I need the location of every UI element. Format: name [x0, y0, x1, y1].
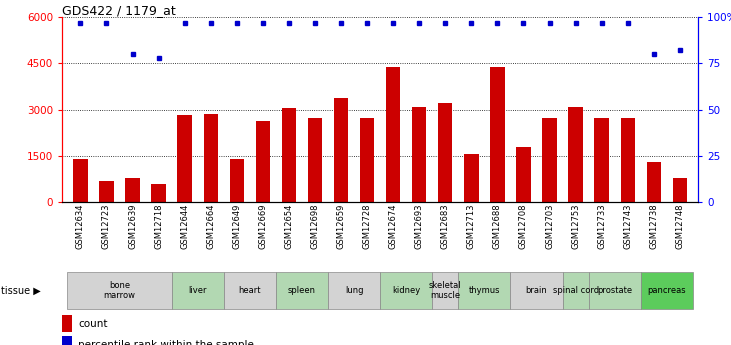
Bar — [594, 118, 609, 202]
Bar — [563, 273, 588, 309]
Text: GSM12708: GSM12708 — [519, 203, 528, 249]
Bar — [203, 114, 218, 202]
Text: GSM12634: GSM12634 — [76, 203, 85, 249]
Bar — [99, 181, 113, 202]
Bar — [328, 273, 380, 309]
Text: spleen: spleen — [288, 286, 316, 295]
Text: GSM12688: GSM12688 — [493, 203, 502, 249]
Bar — [125, 178, 140, 202]
Text: GSM12718: GSM12718 — [154, 203, 163, 249]
Text: pancreas: pancreas — [648, 286, 686, 295]
Bar — [172, 273, 224, 309]
Text: spinal cord: spinal cord — [553, 286, 599, 295]
Text: GSM12703: GSM12703 — [545, 203, 554, 249]
Bar — [224, 273, 276, 309]
Text: tissue ▶: tissue ▶ — [1, 286, 41, 296]
Bar — [412, 107, 426, 202]
Bar — [621, 118, 635, 202]
Bar — [386, 67, 401, 202]
Text: GSM12728: GSM12728 — [363, 203, 371, 249]
Text: GSM12693: GSM12693 — [414, 203, 424, 249]
Bar — [62, 336, 72, 345]
Text: percentile rank within the sample: percentile rank within the sample — [78, 340, 254, 345]
Text: GSM12748: GSM12748 — [675, 203, 684, 249]
Text: GSM12698: GSM12698 — [311, 203, 319, 249]
Bar — [542, 118, 557, 202]
Text: GSM12743: GSM12743 — [624, 203, 632, 249]
Text: GSM12639: GSM12639 — [128, 203, 137, 249]
Bar — [588, 273, 641, 309]
Text: prostate: prostate — [597, 286, 632, 295]
Bar — [516, 147, 531, 202]
Text: GSM12674: GSM12674 — [389, 203, 398, 249]
Bar — [73, 159, 88, 202]
Text: GSM12683: GSM12683 — [441, 203, 450, 249]
Text: GSM12753: GSM12753 — [571, 203, 580, 249]
Text: lung: lung — [345, 286, 363, 295]
Bar — [438, 103, 452, 202]
Bar — [510, 273, 563, 309]
Bar — [230, 159, 244, 202]
Bar — [432, 273, 458, 309]
Bar — [647, 162, 661, 202]
Bar — [256, 121, 270, 202]
Text: GSM12659: GSM12659 — [336, 203, 346, 249]
Bar — [464, 155, 479, 202]
Bar — [151, 184, 166, 202]
Bar — [491, 67, 504, 202]
Text: kidney: kidney — [392, 286, 420, 295]
Bar — [641, 273, 693, 309]
Bar — [458, 273, 510, 309]
Text: thymus: thymus — [469, 286, 500, 295]
Text: heart: heart — [238, 286, 261, 295]
Bar — [276, 273, 328, 309]
Text: GSM12654: GSM12654 — [284, 203, 293, 249]
Text: brain: brain — [526, 286, 548, 295]
Text: GSM12733: GSM12733 — [597, 203, 606, 249]
Text: GSM12664: GSM12664 — [206, 203, 215, 249]
Text: liver: liver — [189, 286, 207, 295]
Text: skeletal
muscle: skeletal muscle — [429, 281, 461, 300]
Bar — [67, 273, 172, 309]
Text: GSM12723: GSM12723 — [102, 203, 111, 249]
Text: GDS422 / 1179_at: GDS422 / 1179_at — [62, 4, 176, 17]
Bar — [380, 273, 432, 309]
Text: GSM12713: GSM12713 — [467, 203, 476, 249]
Bar — [178, 115, 192, 202]
Bar — [569, 107, 583, 202]
Bar — [308, 118, 322, 202]
Bar — [62, 315, 72, 332]
Bar — [360, 118, 374, 202]
Text: GSM12669: GSM12669 — [258, 203, 268, 249]
Text: GSM12649: GSM12649 — [232, 203, 241, 249]
Text: count: count — [78, 319, 107, 329]
Text: bone
marrow: bone marrow — [104, 281, 135, 300]
Text: GSM12644: GSM12644 — [180, 203, 189, 249]
Text: GSM12738: GSM12738 — [649, 203, 659, 249]
Bar — [334, 98, 348, 202]
Bar — [673, 178, 687, 202]
Bar — [281, 108, 296, 202]
